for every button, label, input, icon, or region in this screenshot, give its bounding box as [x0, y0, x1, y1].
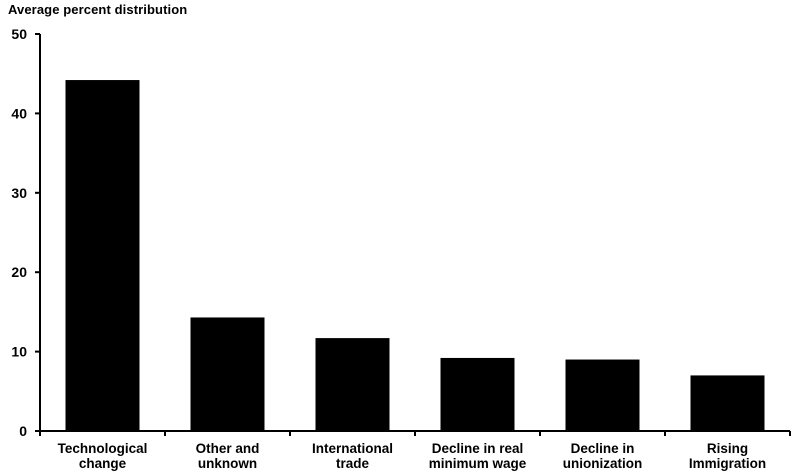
x-tick-label: International — [312, 441, 393, 456]
x-tick-label: Rising — [707, 441, 748, 456]
x-tick-label: Immigration — [689, 456, 766, 471]
x-tick-label: Other and — [196, 441, 260, 456]
x-tick-label: unionization — [563, 456, 642, 471]
x-tick-label: change — [79, 456, 127, 471]
y-tick-label: 0 — [19, 423, 27, 439]
x-tick-label: minimum wage — [429, 456, 527, 471]
bar — [565, 359, 640, 431]
bar — [440, 357, 515, 431]
x-tick-label: Technological — [58, 441, 148, 456]
x-tick-label: trade — [336, 456, 370, 471]
bar — [315, 338, 390, 431]
x-tick-label: unknown — [198, 456, 257, 471]
bar — [190, 317, 265, 431]
y-tick-label: 10 — [11, 344, 27, 360]
y-tick-label: 30 — [11, 185, 27, 201]
bar — [690, 375, 765, 431]
y-tick-label: 40 — [11, 105, 27, 121]
y-axis-label: Average percent distribution — [8, 2, 188, 17]
x-tick-label: Decline in real — [432, 441, 524, 456]
bar — [65, 80, 140, 431]
x-tick-label: Decline in — [571, 441, 635, 456]
y-tick-label: 50 — [11, 26, 27, 42]
y-tick-label: 20 — [11, 264, 27, 280]
